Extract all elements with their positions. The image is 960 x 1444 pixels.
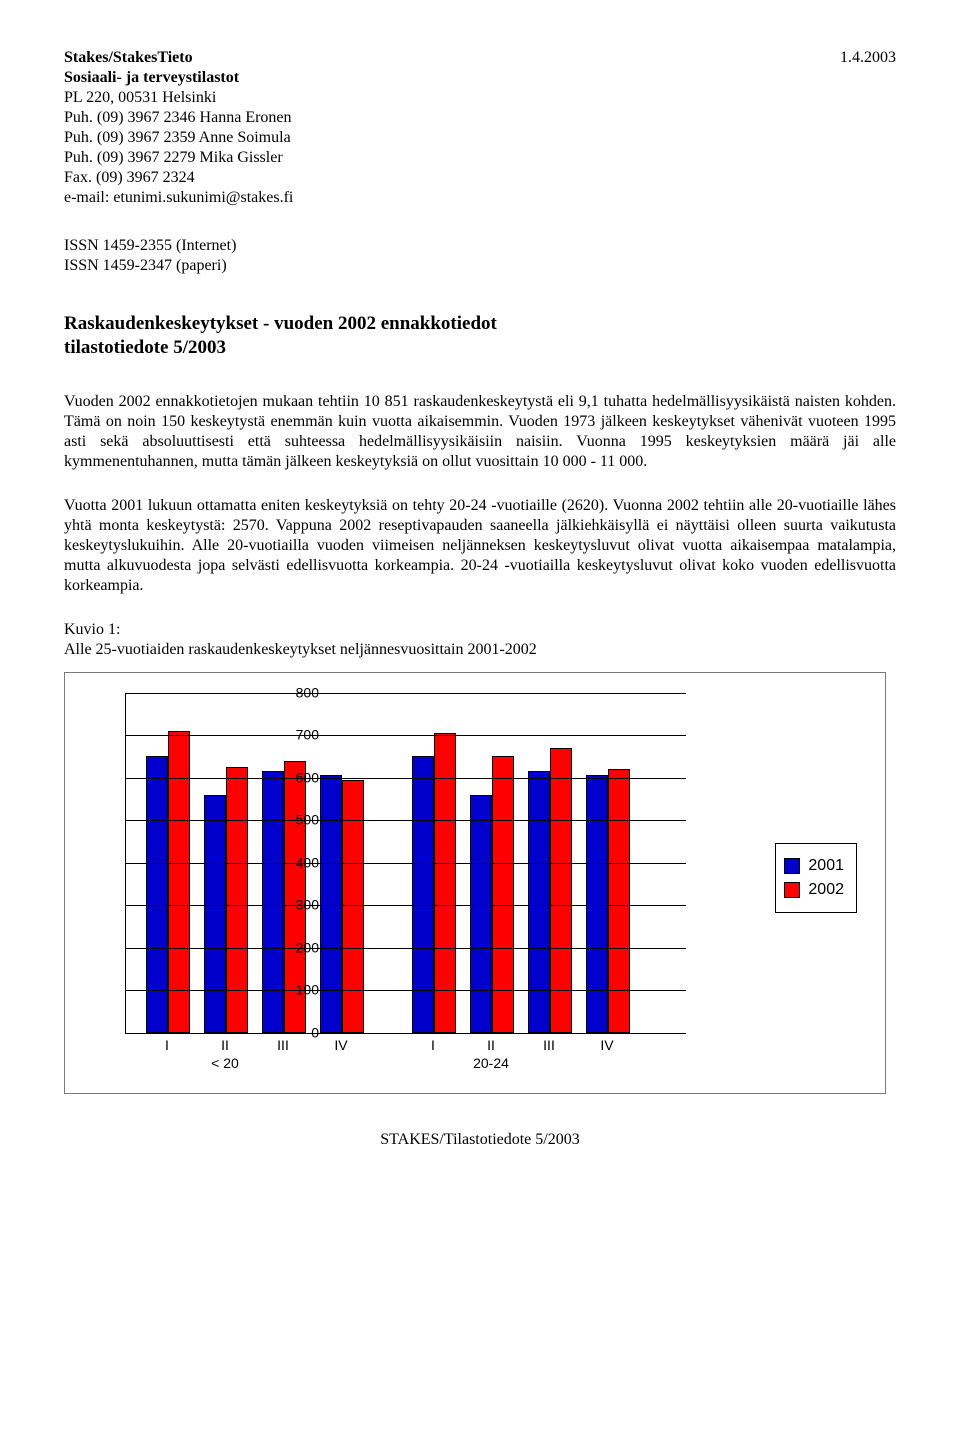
gridline (126, 735, 686, 736)
bar-pair (146, 731, 190, 1033)
bar-pair (586, 769, 630, 1033)
bar-2002 (226, 767, 248, 1033)
chart-legend: 2001 2002 (775, 843, 857, 913)
figure-caption-block: Kuvio 1: Alle 25-vuotiaiden raskaudenkes… (64, 620, 896, 660)
bar-pair (204, 767, 248, 1033)
gridline (126, 863, 686, 864)
gridline (126, 820, 686, 821)
bar-2001 (470, 795, 492, 1033)
paragraph-2: Vuotta 2001 lukuun ottamatta eniten kesk… (64, 496, 896, 596)
bar-2002 (168, 731, 190, 1033)
bar-pair (470, 756, 514, 1032)
email-line: e-mail: etunimi.sukunimi@stakes.fi (64, 188, 293, 208)
y-tick-label: 300 (279, 896, 319, 914)
x-tick-label: I (431, 1037, 435, 1055)
y-tick-label: 600 (279, 769, 319, 787)
org-name: Stakes/StakesTieto (64, 48, 293, 68)
y-tick-label: 200 (279, 939, 319, 957)
legend-label-2002: 2002 (808, 880, 844, 900)
y-tick-label: 100 (279, 981, 319, 999)
title-line-2: tilastotiedote 5/2003 (64, 336, 896, 360)
bar-2001 (528, 771, 550, 1032)
bar-2002 (342, 780, 364, 1033)
x-tick-label: II (487, 1037, 495, 1055)
y-tick-label: 0 (279, 1024, 319, 1042)
x-tick-label: II (221, 1037, 229, 1055)
dept-name: Sosiaali- ja terveystilastot (64, 68, 293, 88)
x-tick-label: I (165, 1037, 169, 1055)
figure-label: Kuvio 1: (64, 620, 896, 640)
title-block: Raskaudenkeskeytykset - vuoden 2002 enna… (64, 312, 896, 360)
x-group-label: 20-24 (473, 1055, 509, 1073)
bar-pair (320, 775, 364, 1032)
gridline (126, 693, 686, 694)
x-axis-labels: III< 20IIIIVIII20-24IIIIV (125, 1037, 685, 1077)
y-tick-label: 500 (279, 811, 319, 829)
gridline (126, 990, 686, 991)
page-footer: STAKES/Tilastotiedote 5/2003 (64, 1130, 896, 1150)
document-date: 1.4.2003 (840, 48, 896, 68)
issn-block: ISSN 1459-2355 (Internet) ISSN 1459-2347… (64, 236, 896, 276)
phone-line-3: Puh. (09) 3967 2279 Mika Gissler (64, 148, 293, 168)
address-line: PL 220, 00531 Helsinki (64, 88, 293, 108)
legend-swatch-2002 (784, 882, 800, 898)
paragraph-1: Vuoden 2002 ennakkotietojen mukaan tehti… (64, 392, 896, 472)
bar-2001 (146, 756, 168, 1032)
gridline (126, 948, 686, 949)
y-tick-label: 400 (279, 854, 319, 872)
plot-area (125, 693, 686, 1034)
document-header: Stakes/StakesTieto Sosiaali- ja terveyst… (64, 48, 896, 208)
issn-internet: ISSN 1459-2355 (Internet) (64, 236, 896, 256)
bar-2001 (204, 795, 226, 1033)
phone-line-1: Puh. (09) 3967 2346 Hanna Eronen (64, 108, 293, 128)
header-left-block: Stakes/StakesTieto Sosiaali- ja terveyst… (64, 48, 293, 208)
title-line-1: Raskaudenkeskeytykset - vuoden 2002 enna… (64, 312, 896, 336)
bar-2001 (320, 775, 342, 1032)
figure-caption: Alle 25-vuotiaiden raskaudenkeskeytykset… (64, 640, 896, 660)
bar-2002 (608, 769, 630, 1033)
x-tick-label: IV (334, 1037, 347, 1055)
legend-item-2001: 2001 (784, 856, 844, 876)
fax-line: Fax. (09) 3967 2324 (64, 168, 293, 188)
bar-2001 (586, 775, 608, 1032)
legend-swatch-2001 (784, 858, 800, 874)
y-tick-label: 800 (279, 684, 319, 702)
bar-2001 (412, 756, 434, 1032)
legend-item-2002: 2002 (784, 880, 844, 900)
legend-label-2001: 2001 (808, 856, 844, 876)
x-tick-label: IV (600, 1037, 613, 1055)
issn-paper: ISSN 1459-2347 (paperi) (64, 256, 896, 276)
y-tick-label: 700 (279, 726, 319, 744)
bar-chart: III< 20IIIIVIII20-24IIIIV 2001 2002 0100… (64, 672, 886, 1094)
gridline (126, 778, 686, 779)
x-tick-label: III (543, 1037, 555, 1055)
phone-line-2: Puh. (09) 3967 2359 Anne Soimula (64, 128, 293, 148)
bar-2002 (492, 756, 514, 1032)
x-group-label: < 20 (211, 1055, 239, 1073)
gridline (126, 905, 686, 906)
